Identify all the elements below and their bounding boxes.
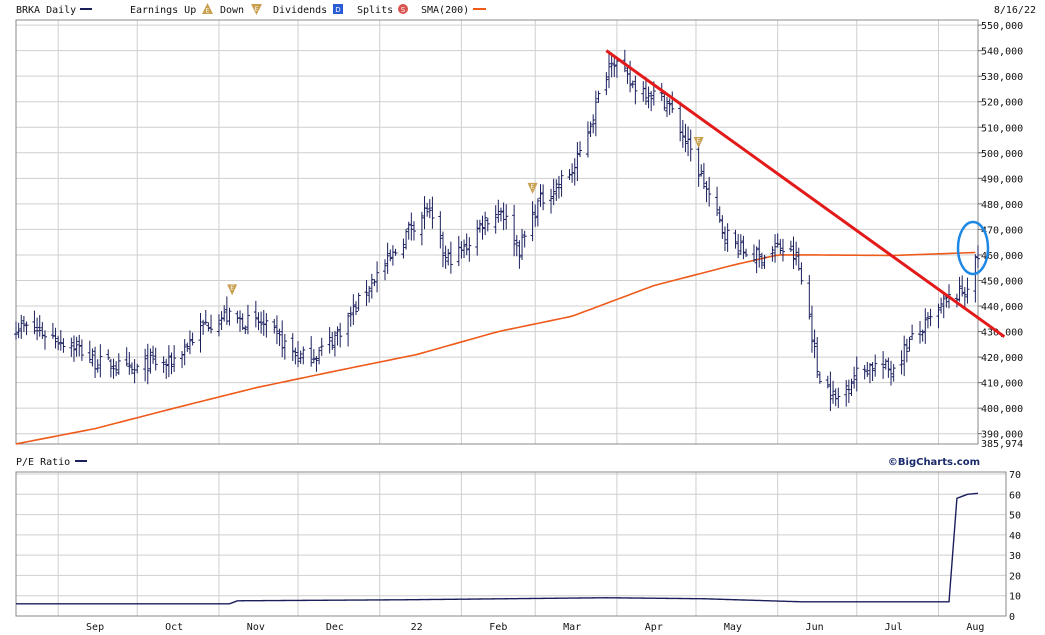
pe-gridlines (16, 472, 1006, 617)
price-y-tick-label: 540,000 (981, 47, 1023, 58)
price-y-tick-label: 400,000 (981, 404, 1023, 415)
legend-dividends: Dividends (273, 5, 327, 16)
highlight-circle (956, 220, 990, 276)
legend-sma: SMA(200) (421, 5, 469, 16)
price-y-tick-label: 470,000 (981, 225, 1023, 236)
x-tick-label: Oct (165, 622, 183, 633)
chart-date: 8/16/22 (994, 5, 1036, 16)
svg-text:S: S (401, 6, 406, 14)
earnings-marker (227, 284, 238, 296)
x-tick-label: 22 (411, 622, 423, 633)
price-panel-frame (15, 19, 979, 445)
legend-splits: Splits (357, 5, 393, 16)
pe-y-tick-label: 60 (1009, 490, 1021, 501)
price-y-tick-label: 440,000 (981, 302, 1023, 313)
pe-y-tick-label: 40 (1009, 531, 1021, 542)
pe-panel-frame (15, 471, 1007, 617)
earnings-marker-label: E (697, 137, 701, 144)
price-y-tick-label: 430,000 (981, 328, 1023, 339)
pe-y-tick-label: 70 (1009, 470, 1021, 481)
x-tick-label: Jul (885, 622, 903, 633)
pe-y-tick-label: 30 (1009, 551, 1021, 562)
sma-layer (15, 251, 976, 445)
price-y-tick-label: 550,000 (981, 21, 1023, 32)
price-y-tick-label: 520,000 (981, 98, 1023, 109)
split-icon: S (398, 4, 408, 14)
dividend-icon: D (333, 4, 343, 14)
x-tick-label: Apr (645, 622, 663, 633)
price-y-tick-label: 460,000 (981, 251, 1023, 262)
svg-text:E: E (206, 8, 210, 15)
price-bars (14, 49, 980, 412)
x-tick-label: Aug (966, 622, 984, 633)
price-y-tick-label: 510,000 (981, 123, 1023, 134)
pe-ratio-line (16, 492, 979, 605)
pe-y-tick-label: 0 (1009, 612, 1015, 623)
svg-text:D: D (335, 6, 340, 14)
svg-text:E: E (255, 6, 259, 13)
earnings-down-icon: E (251, 4, 262, 15)
legend: BRKA Daily Earnings Up E Down E Dividend… (16, 3, 1036, 16)
price-y-tick-label: 480,000 (981, 200, 1023, 211)
price-y-tick-label: 450,000 (981, 276, 1023, 287)
price-panel: 550,000 540,000 530,000 520,000 510,000 500,0… (14, 19, 1023, 450)
brand-label: ©BigCharts.com (888, 457, 980, 468)
x-axis: Sep Oct Nov Dec 22 Feb Mar Apr May Jun Jul Aug (86, 622, 984, 633)
trendline-layer (605, 49, 1006, 338)
x-tick-label: May (724, 622, 742, 633)
earnings-marker-label: E (531, 183, 535, 190)
pe-y-tick-label: 50 (1009, 511, 1021, 522)
x-tick-label: Feb (489, 622, 507, 633)
legend-down: Down (220, 5, 244, 16)
pe-panel: P/E Ratio ©BigCharts.com 70 60 50 40 30 20 10 0 (15, 457, 1021, 623)
x-tick-label: Nov (247, 622, 265, 633)
earnings-up-icon: E (202, 3, 213, 15)
pe-line-layer (16, 492, 979, 605)
price-y-tick-label: 420,000 (981, 353, 1023, 364)
x-tick-label: Sep (86, 622, 104, 633)
x-tick-label: Jun (806, 622, 824, 633)
price-y-tick-label: 410,000 (981, 379, 1023, 390)
pe-y-axis: 70 60 50 40 30 20 10 0 (1009, 470, 1021, 623)
event-markers: E E E (227, 136, 704, 296)
earnings-marker-label: E (230, 285, 234, 292)
sma-200-line (15, 251, 976, 445)
x-tick-label: Dec (326, 622, 344, 633)
pe-y-tick-label: 20 (1009, 571, 1021, 582)
price-y-axis: 550,000 540,000 530,000 520,000 510,000 500,0… (978, 21, 1023, 450)
price-y-min-label: 385,974 (981, 439, 1023, 450)
legend-earnings-up: Earnings Up (130, 5, 196, 16)
pe-title: P/E Ratio (16, 457, 70, 468)
pe-y-tick-label: 10 (1009, 592, 1021, 603)
x-tick-label: Mar (563, 622, 581, 633)
price-y-tick-label: 390,000 (981, 430, 1023, 441)
downtrend-line (605, 49, 1006, 338)
earnings-marker (527, 182, 538, 194)
price-y-tick-label: 490,000 (981, 174, 1023, 185)
earnings-marker (693, 136, 704, 148)
price-y-tick-label: 530,000 (981, 72, 1023, 83)
price-gridlines (16, 20, 978, 444)
legend-symbol: BRKA Daily (16, 5, 76, 16)
price-y-tick-label: 500,000 (981, 149, 1023, 160)
